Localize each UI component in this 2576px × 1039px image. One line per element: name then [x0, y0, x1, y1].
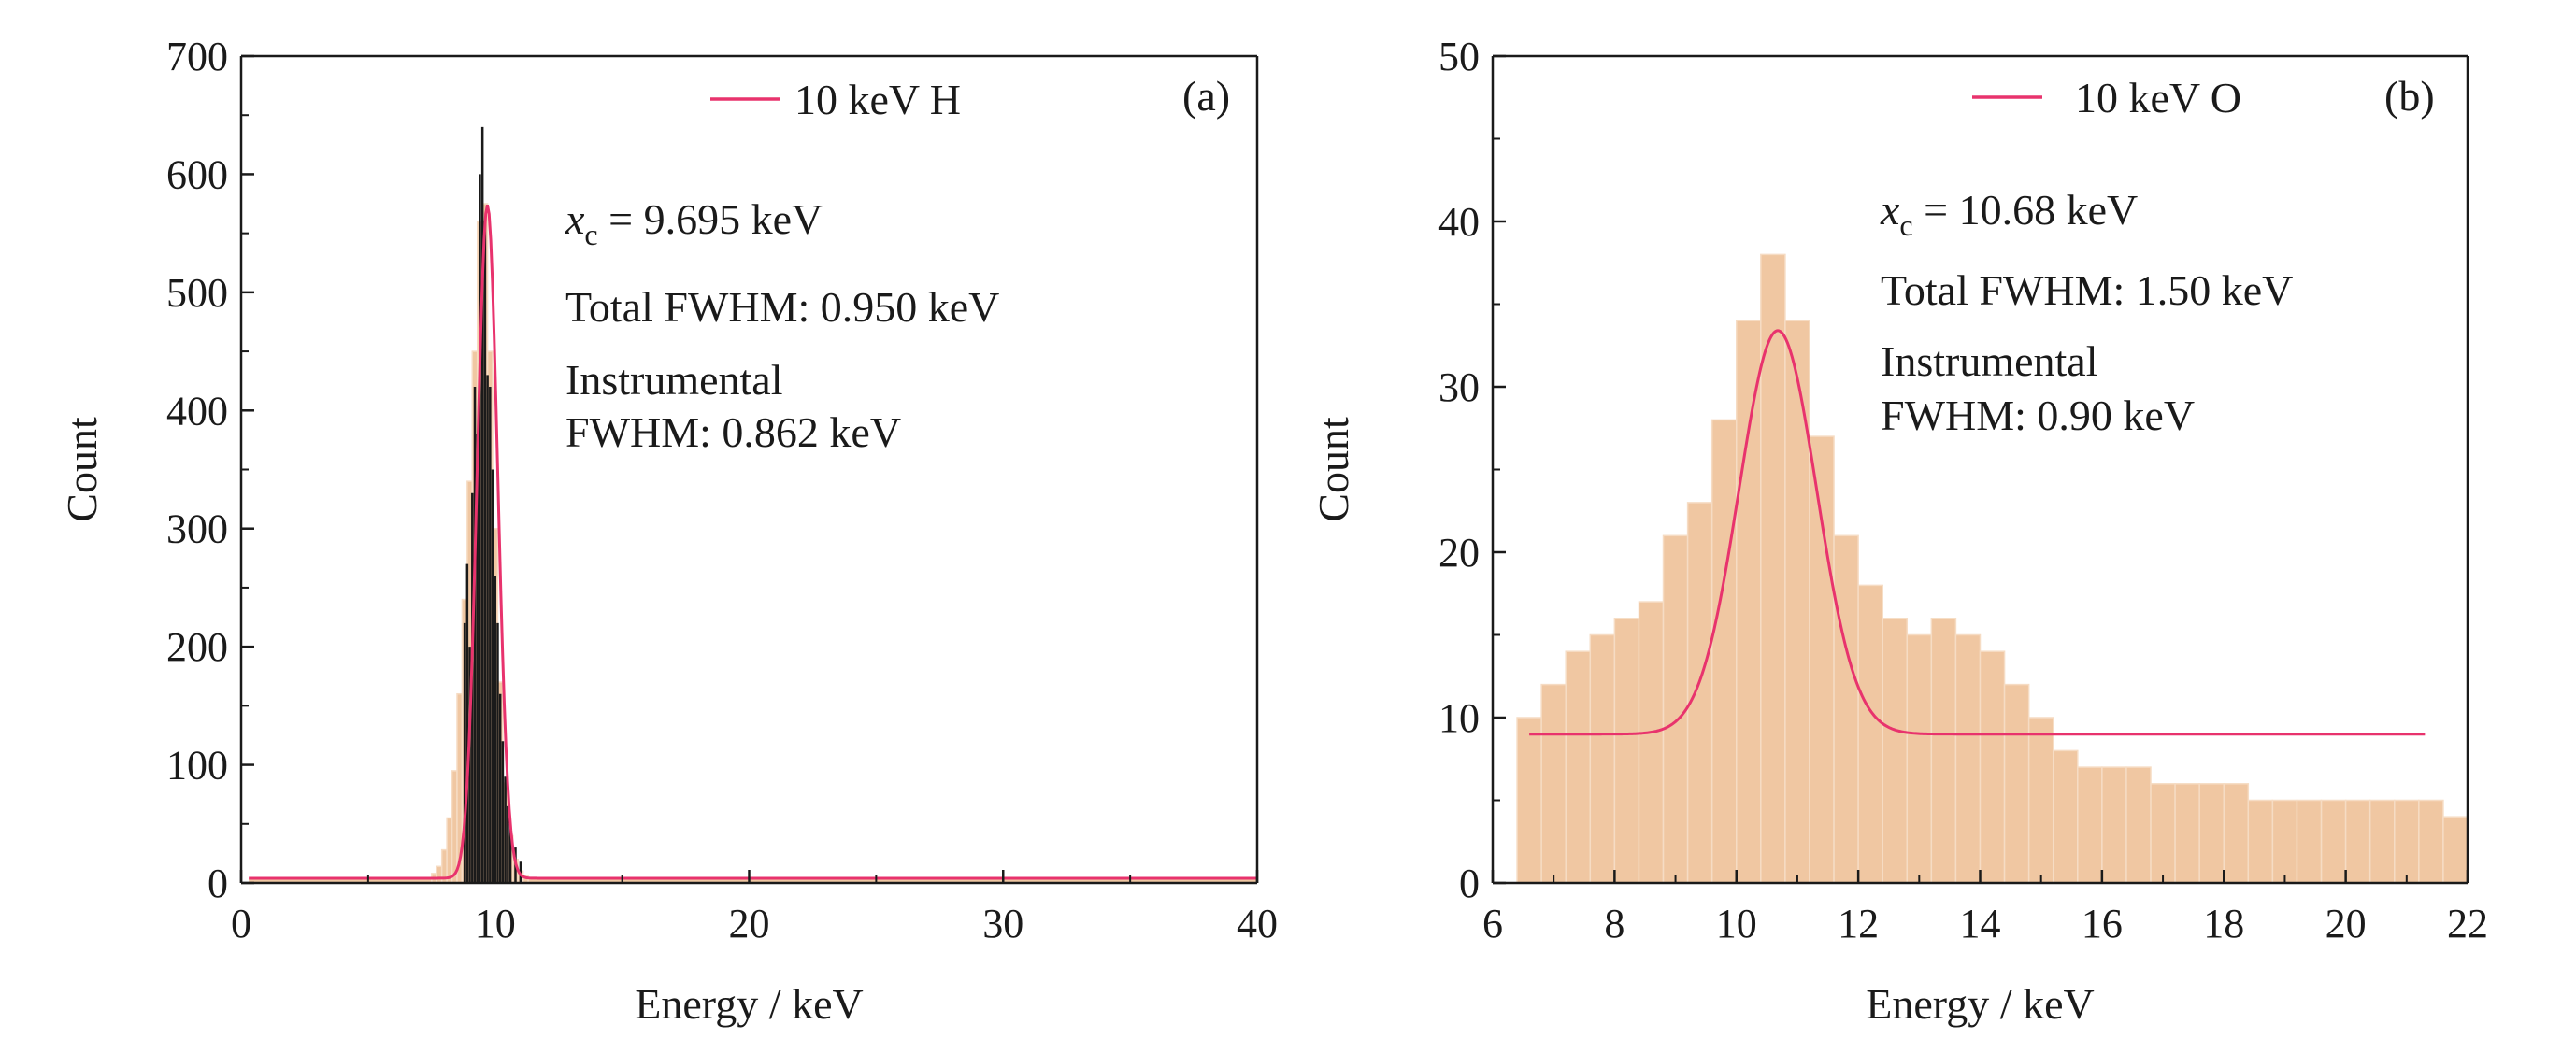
x-tick-label: 6	[1482, 901, 1503, 946]
y-tick-label: 0	[1459, 861, 1480, 906]
x-tick-label: 10	[475, 901, 516, 946]
y-tick-label: 400	[166, 388, 228, 434]
annotation-xc-var: x	[565, 195, 585, 243]
histogram-bar	[1565, 650, 1592, 884]
histogram-bar	[2077, 766, 2103, 884]
x-tick-label: 40	[1237, 901, 1278, 946]
annotation-total-fwhm: Total FWHM: 1.50 keV	[1881, 266, 2293, 314]
y-tick-label: 500	[166, 270, 228, 316]
x-tick-label: 18	[2203, 901, 2244, 946]
histogram-bar	[1516, 717, 1542, 884]
x-tick-label: 8	[1604, 901, 1624, 946]
y-tick-label: 300	[166, 506, 228, 552]
histogram-bar	[1613, 618, 1640, 884]
x-tick-label: 30	[982, 901, 1023, 946]
panel-tag: (a)	[1182, 72, 1230, 120]
x-tick-label: 22	[2447, 901, 2488, 946]
histogram-bar	[2344, 799, 2371, 884]
histogram-bar	[1906, 633, 1933, 884]
histogram-bar	[2027, 717, 2054, 884]
histogram-bar	[2394, 799, 2420, 884]
legend-label: 10 keV O	[2075, 74, 2241, 121]
histogram-bar	[1809, 435, 1835, 884]
y-axis-label: Count	[1309, 417, 1357, 522]
annotation-instrumental: Instrumental	[1881, 337, 2098, 385]
y-tick-label: 0	[208, 861, 228, 906]
x-axis-label: Energy / keV	[1866, 980, 2094, 1028]
y-tick-label: 30	[1438, 364, 1480, 410]
annotation-instrumental: Instrumental	[565, 356, 783, 404]
histogram-bar	[2320, 799, 2347, 884]
fit-curve	[249, 205, 1257, 880]
histogram-bar	[1540, 683, 1567, 884]
histogram-bar	[1662, 534, 1689, 884]
histogram-bar	[2368, 799, 2396, 884]
panel-tag: (b)	[2384, 72, 2435, 120]
histogram-bar	[2052, 749, 2079, 884]
histogram-bar	[2198, 783, 2225, 884]
histogram-bar	[446, 817, 453, 884]
histogram-bar	[2271, 799, 2298, 884]
annotation-instrumental-fwhm: FWHM: 0.862 keV	[565, 408, 901, 456]
annotation-xc-value: = 10.68 keV	[1913, 186, 2139, 234]
y-tick-label: 10	[1438, 695, 1480, 741]
histogram-bar	[1736, 320, 1762, 884]
background-fill	[249, 877, 1258, 883]
y-tick-label: 700	[166, 34, 228, 79]
histogram-bar	[2174, 783, 2200, 884]
annotation-xc: xc = 9.695 keV	[565, 195, 823, 251]
x-tick-label: 16	[2082, 901, 2123, 946]
histogram-bar	[2125, 766, 2152, 884]
histogram-bar	[1760, 253, 1786, 884]
histogram-bar	[2418, 799, 2444, 884]
y-tick-label: 100	[166, 743, 228, 789]
legend-label: 10 keV H	[794, 76, 961, 123]
histogram-bar	[2003, 683, 2030, 884]
y-tick-label: 20	[1438, 530, 1480, 576]
annotation-instrumental-fwhm: FWHM: 0.90 keV	[1881, 391, 2195, 439]
histogram-bar	[1686, 502, 1713, 884]
x-tick-label: 20	[2326, 901, 2367, 946]
x-axis-label: Energy / keV	[635, 980, 863, 1028]
histogram-bar	[1857, 584, 1883, 884]
x-tick-label: 12	[1838, 901, 1879, 946]
x-tick-label: 10	[1716, 901, 1757, 946]
x-tick-label: 14	[1960, 901, 2001, 946]
annotation-xc-sub: c	[584, 218, 597, 251]
histogram-bar	[2223, 783, 2250, 884]
histogram-bar	[1954, 633, 1982, 884]
annotation-xc-var: x	[1880, 186, 1900, 234]
histogram-bar	[1979, 650, 2006, 884]
histogram-bar	[2150, 783, 2176, 884]
annotation-total-fwhm: Total FWHM: 0.950 keV	[565, 283, 999, 331]
annotation-xc: xc = 10.68 keV	[1880, 186, 2138, 242]
histogram-bar	[1710, 419, 1738, 884]
fit-curve	[1529, 329, 2426, 736]
y-axis-label: Count	[58, 417, 106, 522]
y-tick-label: 40	[1438, 199, 1480, 245]
histogram-bar	[451, 770, 458, 884]
x-tick-label: 0	[231, 901, 251, 946]
y-tick-label: 50	[1438, 34, 1480, 79]
annotation-xc-sub: c	[1899, 208, 1912, 242]
y-tick-label: 600	[166, 151, 228, 197]
histogram-bar	[1784, 320, 1810, 884]
histogram-bar	[2442, 816, 2469, 884]
x-tick-label: 20	[729, 901, 770, 946]
histogram-bar	[1833, 534, 1859, 884]
histogram-bar	[2247, 799, 2274, 884]
histogram-bar	[436, 865, 443, 884]
annotation-xc-value: = 9.695 keV	[598, 195, 823, 243]
histogram-bar	[1882, 618, 1909, 884]
histogram-bar	[1930, 618, 1957, 884]
y-tick-label: 200	[166, 624, 228, 670]
panel-b: 6 8 10 12 14 16 18 20 22 0 10 20 30 40 50 Energy / keV C…	[1309, 34, 2488, 1028]
histogram-bar	[1638, 601, 1665, 884]
histogram-bar	[1589, 633, 1616, 884]
histogram-bar	[2296, 799, 2323, 884]
histogram-bar	[2101, 766, 2127, 884]
